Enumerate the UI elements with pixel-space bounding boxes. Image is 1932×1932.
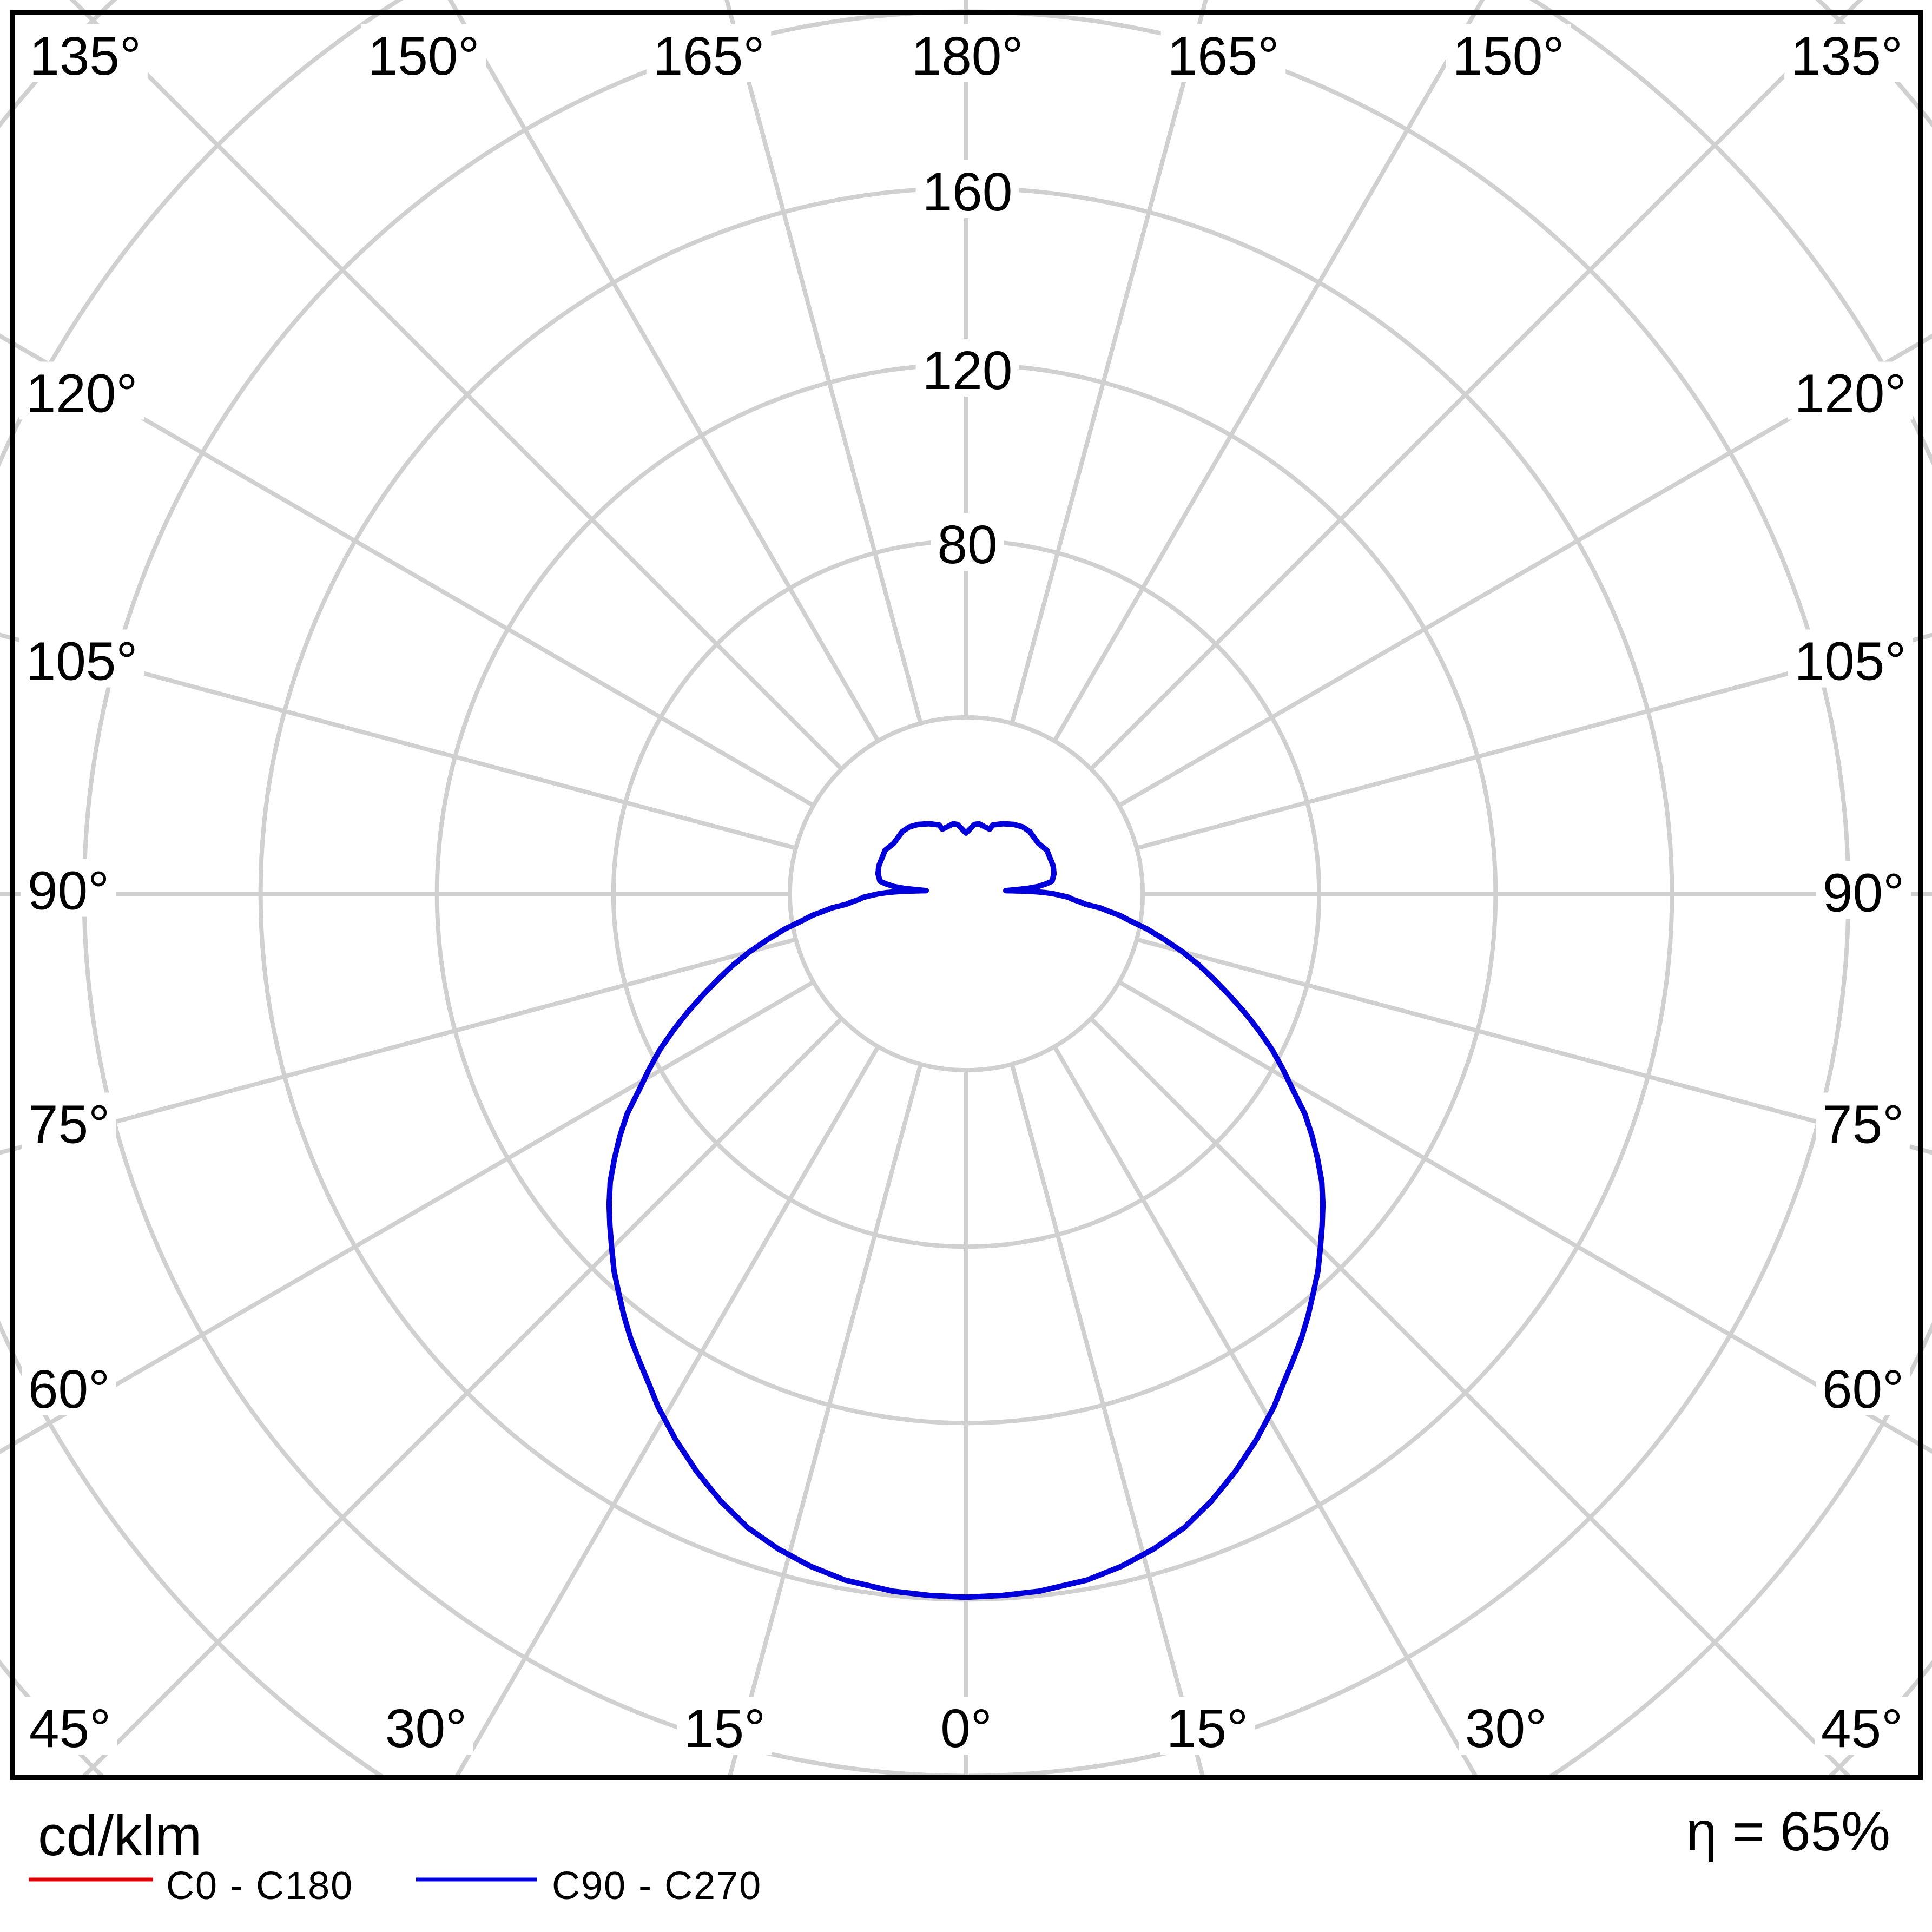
svg-text:165°: 165°: [653, 26, 765, 87]
svg-text:C0 - C180: C0 - C180: [166, 1864, 353, 1908]
svg-text:75°: 75°: [28, 1094, 110, 1155]
svg-text:15°: 15°: [1166, 1698, 1248, 1759]
svg-text:30°: 30°: [385, 1698, 467, 1759]
svg-text:15°: 15°: [684, 1698, 766, 1759]
svg-text:80: 80: [937, 515, 997, 575]
svg-text:150°: 150°: [368, 26, 480, 87]
svg-text:75°: 75°: [1822, 1094, 1904, 1155]
svg-text:η = 65%: η = 65%: [1686, 1801, 1890, 1862]
svg-text:150°: 150°: [1453, 26, 1565, 87]
svg-text:180°: 180°: [912, 26, 1024, 87]
svg-text:30°: 30°: [1465, 1698, 1547, 1759]
svg-text:90°: 90°: [1823, 863, 1904, 924]
svg-text:105°: 105°: [26, 631, 138, 692]
svg-text:60°: 60°: [1822, 1359, 1904, 1420]
svg-text:135°: 135°: [29, 26, 141, 87]
svg-text:120°: 120°: [26, 364, 138, 424]
svg-text:165°: 165°: [1168, 26, 1280, 87]
svg-text:160: 160: [922, 162, 1013, 222]
svg-text:cd/klm: cd/klm: [38, 1804, 202, 1868]
svg-text:0°: 0°: [940, 1698, 992, 1759]
svg-text:45°: 45°: [1821, 1698, 1903, 1759]
svg-text:120: 120: [922, 340, 1013, 401]
svg-text:105°: 105°: [1795, 631, 1907, 692]
svg-text:C90 - C270: C90 - C270: [552, 1864, 762, 1908]
svg-text:90°: 90°: [28, 861, 109, 921]
svg-text:120°: 120°: [1795, 364, 1907, 424]
svg-text:45°: 45°: [29, 1698, 111, 1759]
svg-text:60°: 60°: [28, 1359, 110, 1420]
svg-text:135°: 135°: [1791, 26, 1903, 87]
